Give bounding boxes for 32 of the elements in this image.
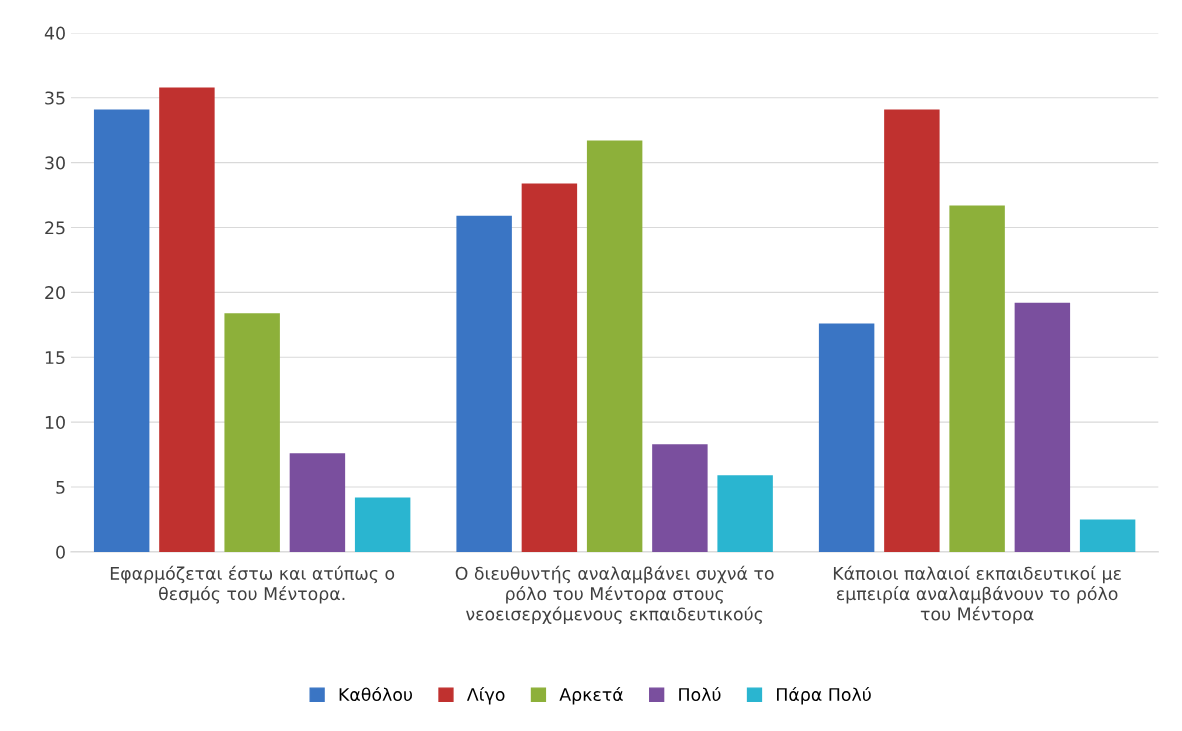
bar [354, 497, 411, 552]
y-tick-label: 20 [45, 286, 65, 300]
legend-label: Πολύ [679, 686, 721, 702]
y-tick-label: 5 [56, 480, 65, 494]
bar [224, 313, 280, 552]
bar [456, 215, 512, 552]
legend-label: Πάρα Πολύ [777, 686, 871, 705]
bar [1079, 519, 1136, 552]
bar [884, 109, 940, 552]
legend-label: Αρκετά [559, 686, 623, 705]
bar [521, 183, 578, 552]
bar [1014, 302, 1071, 552]
y-tick-label: 0 [56, 545, 65, 559]
y-tick-label: 10 [45, 415, 65, 429]
bar [93, 109, 150, 552]
bar [949, 205, 1005, 552]
y-tick-label: 15 [45, 351, 65, 365]
bar [289, 453, 346, 552]
y-tick-label: 40 [44, 26, 65, 40]
x-tick-label: Ο διευθυντής αναλαμβάνει συχνά το ρόλο του Μέντορα στους νεοεισερχόμενους εκπαιδευτικούς [455, 565, 774, 624]
legend-label: Λίγο [466, 686, 505, 705]
x-tick-label: Κάποιοι παλαιοί εκπαιδευτικοί με εμπειρία αναλαμβάνουν το ρόλο του Μέντορα [833, 565, 1121, 624]
y-tick-label: 35 [45, 91, 65, 105]
bar [717, 475, 773, 552]
x-tick-label: Εφαρμόζεται έστω και ατύπως ο θεσμός του Μέντορα. [110, 565, 395, 604]
bar [818, 323, 875, 552]
bar [652, 444, 708, 552]
bar [159, 87, 215, 552]
y-tick-label: 25 [45, 221, 65, 235]
legend-label: Καθόλου [339, 686, 412, 702]
bar [586, 140, 643, 552]
y-tick-label: 30 [45, 156, 65, 170]
